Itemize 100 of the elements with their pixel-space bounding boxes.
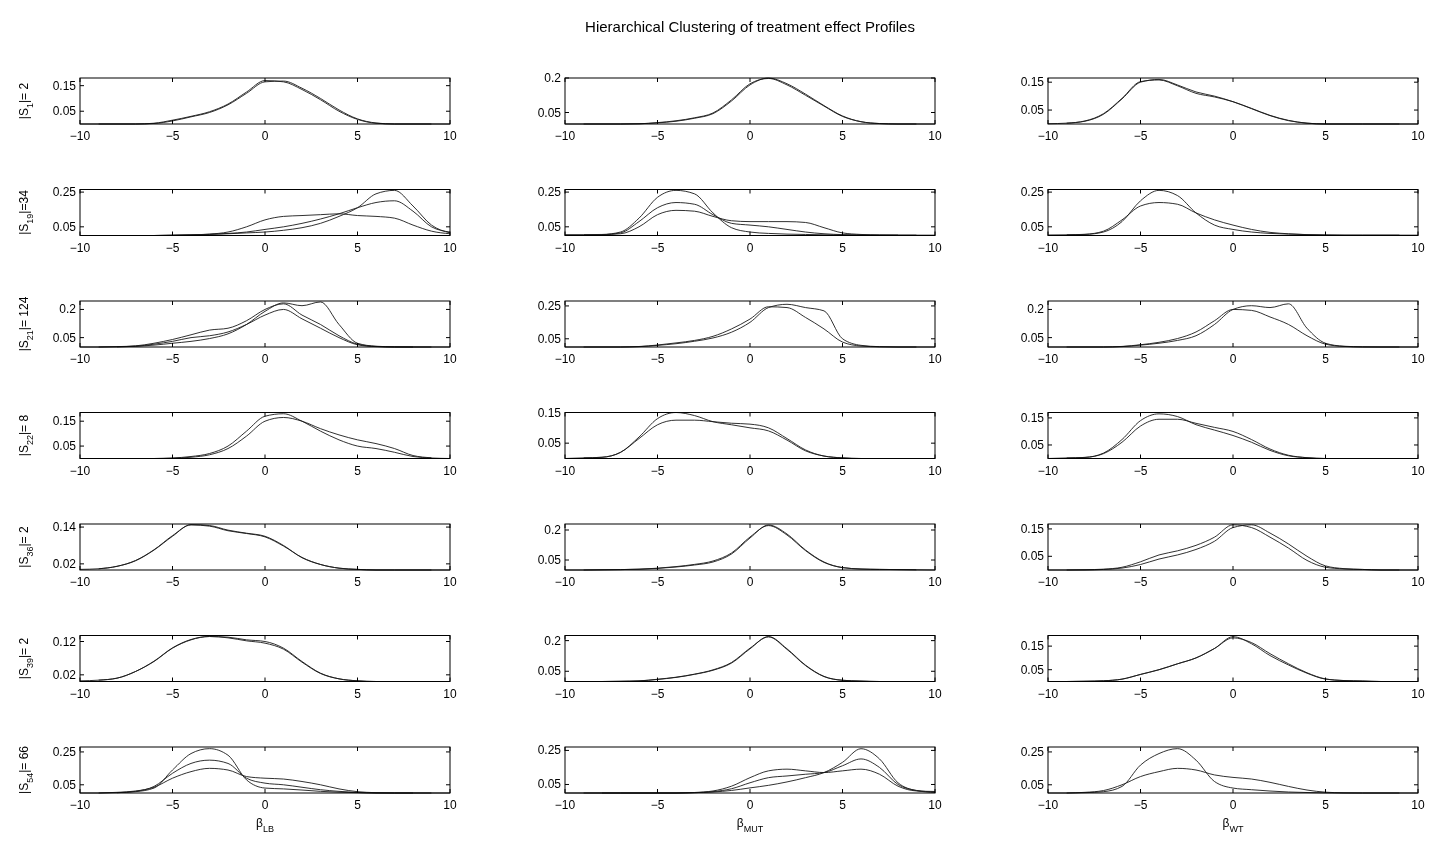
y-tick-label: 0.2	[544, 523, 562, 537]
y-tick-label: 0.05	[52, 777, 77, 792]
x-tick-label: −10	[554, 463, 576, 478]
x-tick-label: −5	[650, 129, 665, 143]
x-tick-label: 5	[839, 575, 847, 589]
x-tick-label: −10	[1037, 575, 1059, 589]
y-tick-label: 0.05	[1020, 777, 1045, 792]
x-tick-label: −10	[1037, 352, 1059, 366]
x-tick-label: 0	[746, 352, 754, 366]
x-tick-label: −10	[1037, 240, 1059, 255]
x-tick-label: 5	[1322, 463, 1330, 478]
y-tick-label: 0.05	[1020, 330, 1045, 345]
y-tick-label: 0.05	[537, 436, 562, 451]
x-tick-label: 10	[443, 463, 457, 478]
y-tick-label: 0.05	[1020, 103, 1045, 118]
x-tick-label: 5	[839, 352, 847, 366]
x-axis-title: β$_{WT}$	[1222, 816, 1244, 834]
x-tick-label: −5	[1133, 463, 1148, 478]
y-tick-label: 0.05	[1020, 219, 1045, 234]
x-tick-label: −5	[1133, 240, 1148, 255]
y-tick-label: 0.05	[1020, 437, 1045, 452]
y-tick-label: 0.02	[52, 556, 77, 571]
x-tick-label: 10	[928, 240, 942, 255]
y-tick-label: 0.15	[537, 405, 562, 420]
x-tick-label: 0	[1229, 798, 1237, 812]
x-tick-label: 10	[1411, 352, 1425, 366]
y-tick-label: 0.05	[1020, 549, 1045, 564]
x-tick-label: −5	[1133, 686, 1148, 701]
x-tick-label: 5	[1322, 798, 1330, 812]
y-tick-label: 0.05	[537, 105, 562, 120]
x-tick-label: −10	[69, 686, 91, 701]
x-tick-label: −10	[69, 352, 91, 366]
y-tick-label: 0.15	[1020, 410, 1045, 425]
y-tick-label: 0.05	[1020, 662, 1045, 677]
x-tick-label: 5	[354, 798, 362, 812]
x-tick-label: −5	[165, 798, 180, 812]
x-tick-label: 5	[839, 463, 847, 478]
x-tick-label: −5	[1133, 575, 1148, 589]
y-tick-label: 0.15	[52, 414, 77, 429]
y-tick-label: 0.15	[52, 78, 77, 93]
x-tick-label: 10	[443, 798, 457, 812]
x-tick-label: 0	[261, 463, 269, 478]
y-tick-label: 0.05	[52, 439, 77, 454]
x-tick-label: −5	[165, 686, 180, 701]
x-tick-label: 0	[261, 798, 269, 812]
x-tick-label: −10	[69, 463, 91, 478]
y-tick-label: 0.25	[1020, 185, 1045, 200]
x-tick-label: −10	[554, 352, 576, 366]
y-tick-label: 0.15	[1020, 639, 1045, 654]
x-tick-label: 5	[1322, 686, 1330, 701]
x-tick-label: −10	[1037, 463, 1059, 478]
x-tick-label: 5	[354, 575, 362, 589]
x-tick-label: 10	[1411, 575, 1425, 589]
chart-title: Hierarchical Clustering of treatment effect Profiles	[585, 18, 915, 35]
x-tick-label: 10	[443, 240, 457, 255]
x-tick-label: −10	[1037, 798, 1059, 812]
x-tick-label: −5	[650, 798, 665, 812]
x-tick-label: 10	[928, 463, 942, 478]
x-tick-label: −5	[165, 463, 180, 478]
y-tick-label: 0.25	[537, 185, 562, 200]
y-tick-label: 0.2	[544, 71, 562, 85]
y-tick-label: 0.25	[52, 185, 77, 200]
y-tick-label: 0.05	[537, 553, 562, 567]
x-tick-label: 10	[1411, 240, 1425, 255]
x-tick-label: −5	[650, 575, 665, 589]
y-tick-label: 0.05	[537, 219, 562, 234]
x-tick-label: 10	[443, 686, 457, 701]
x-tick-label: 5	[1322, 575, 1330, 589]
x-tick-label: 5	[1322, 352, 1330, 366]
x-tick-label: −5	[1133, 352, 1148, 366]
x-axis-title: β$_{LB}$	[256, 816, 274, 834]
x-tick-label: 5	[354, 352, 362, 366]
x-tick-label: 0	[746, 129, 754, 143]
x-tick-label: 5	[1322, 129, 1330, 143]
x-tick-label: 5	[839, 798, 847, 812]
y-tick-label: 0.2	[1027, 302, 1045, 317]
x-tick-label: −5	[165, 575, 180, 589]
x-tick-label: 0	[1229, 463, 1237, 478]
x-tick-label: 0	[1229, 686, 1237, 701]
x-tick-label: 0	[1229, 575, 1237, 589]
x-tick-label: 0	[261, 352, 269, 366]
x-tick-label: −5	[650, 240, 665, 255]
x-tick-label: −5	[1133, 129, 1148, 143]
y-tick-label: 0.25	[537, 298, 562, 313]
x-tick-label: −5	[165, 352, 180, 366]
x-tick-label: −10	[69, 240, 91, 255]
x-tick-label: 10	[443, 129, 457, 143]
x-tick-label: 5	[1322, 240, 1330, 255]
x-tick-label: 10	[928, 129, 942, 143]
y-tick-label: 0.15	[1020, 521, 1045, 536]
x-tick-label: 5	[354, 240, 362, 255]
x-tick-label: −10	[554, 240, 576, 255]
x-tick-label: 5	[839, 686, 847, 701]
y-tick-label: 0.05	[52, 330, 77, 345]
y-tick-label: 0.02	[52, 667, 77, 682]
x-tick-label: 0	[746, 798, 754, 812]
y-tick-label: 0.05	[52, 104, 77, 119]
x-tick-label: 10	[928, 575, 942, 589]
y-tick-label: 0.05	[537, 777, 562, 792]
x-tick-label: 0	[746, 686, 754, 701]
